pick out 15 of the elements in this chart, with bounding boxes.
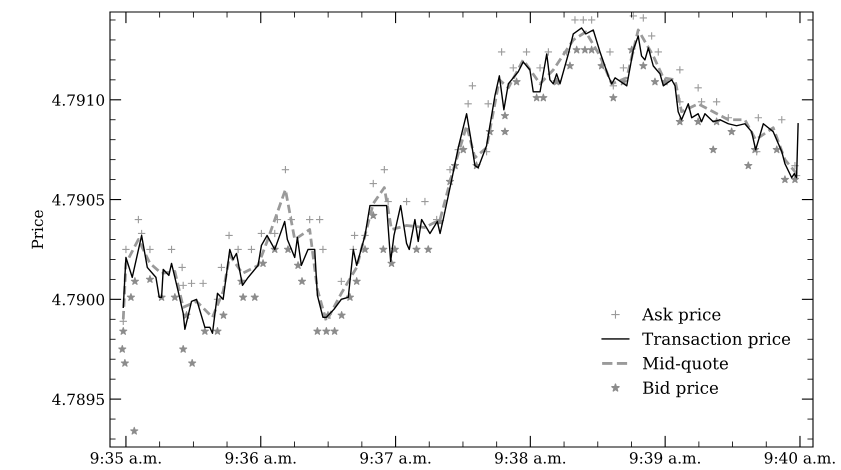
- legend-label: Mid-quote: [642, 356, 728, 373]
- x-tick-label: 9:35 a.m.: [90, 452, 161, 464]
- y-tick-label: 4.7905: [52, 194, 104, 206]
- x-tick-label: 9:38 a.m.: [495, 452, 566, 464]
- y-tick-label: 4.7900: [52, 294, 104, 306]
- x-tick-label: 9:40 a.m.: [764, 452, 835, 464]
- y-tick-label: 4.7910: [52, 94, 104, 106]
- y-tick-label: 4.7895: [52, 394, 104, 406]
- legend-label: Transaction price: [642, 332, 790, 348]
- x-tick-label: 9:39 a.m.: [630, 452, 700, 464]
- x-tick-label: 9:37 a.m.: [360, 452, 430, 464]
- x-tick-label: 9:36 a.m.: [225, 452, 296, 464]
- legend-label: Ask price: [642, 308, 720, 324]
- y-axis-title: Price: [32, 210, 44, 249]
- legend-label: Bid price: [643, 381, 718, 398]
